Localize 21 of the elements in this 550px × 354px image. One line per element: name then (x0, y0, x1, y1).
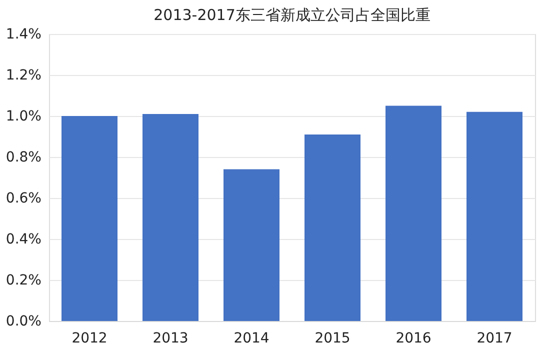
bar (304, 134, 360, 321)
y-tick-label: 1.2% (6, 68, 42, 84)
x-tick-label: 2017 (476, 330, 512, 346)
chart-title: 2013-2017东三省新成立公司占全国比重 (154, 6, 430, 24)
y-tick-label: 0.2% (6, 272, 42, 288)
bar (466, 112, 522, 321)
bar (62, 116, 118, 321)
y-tick-label: 0.4% (6, 232, 42, 248)
x-tick-label: 2016 (396, 330, 432, 346)
y-tick-label: 0.0% (6, 314, 42, 330)
y-tick-label: 1.4% (6, 26, 42, 42)
bar (142, 114, 198, 321)
y-tick-label: 0.8% (6, 150, 42, 166)
x-tick-label: 2014 (234, 330, 270, 346)
bar (224, 169, 280, 321)
x-tick-label: 2015 (314, 330, 350, 346)
y-tick-label: 1.0% (6, 108, 42, 124)
y-tick-label: 0.6% (6, 190, 42, 206)
x-tick-label: 2013 (152, 330, 188, 346)
bar (386, 106, 442, 321)
x-tick-label: 2012 (72, 330, 108, 346)
